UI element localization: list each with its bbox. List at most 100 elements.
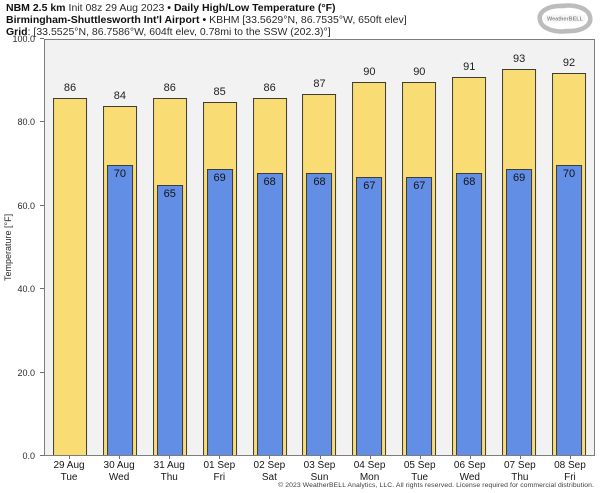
x-axis-date: 02 Sep [253, 460, 286, 471]
x-axis-date: 04 Sep [353, 460, 386, 471]
x-axis-label: 01 Sep Fri [194, 460, 244, 483]
x-tick-mark [419, 456, 421, 459]
weatherbell-logo: WeatherBELL [537, 3, 593, 34]
separator-dot: • [202, 14, 207, 26]
day-slot: 86 [45, 40, 95, 455]
x-axis-weekday: Sun [310, 471, 329, 483]
x-axis-weekday: Tue [411, 471, 429, 483]
high-temp-value: 85 [213, 86, 226, 99]
x-axis-label: 07 Sep Thu [495, 460, 545, 483]
day-slot: 86 68 [245, 40, 295, 455]
high-temp-value: 90 [413, 65, 426, 78]
day-slot: 90 67 [394, 40, 444, 455]
x-axis-weekday: Wed [108, 471, 130, 483]
x-axis-date: 06 Sep [453, 460, 486, 471]
low-temp-value: 65 [163, 188, 176, 201]
x-axis-label: 06 Sep Wed [445, 460, 495, 483]
x-axis-label: 30 Aug Wed [94, 460, 144, 483]
low-temp-value: 67 [363, 179, 376, 192]
grid-details: : [33.5525°N, 86.7586°W, 604ft elev, 0.7… [27, 26, 331, 38]
low-temp-bar: 67 [406, 176, 433, 455]
x-axis-weekday: Wed [459, 471, 480, 483]
y-tick-label: 40.0 [17, 284, 35, 295]
y-tick-mark [40, 204, 44, 206]
high-temp-value: 86 [63, 82, 77, 95]
x-axis-date: 01 Sep [203, 460, 236, 471]
y-axis: 0.0 20.0 40.0 60.0 80.0 100.0 [0, 34, 44, 461]
day-slot: 92 70 [544, 40, 594, 455]
high-temp-value: 92 [562, 57, 576, 70]
y-tick-mark [40, 121, 44, 123]
high-temp-value: 86 [263, 82, 276, 95]
station-details: KBHM [33.5629°N, 86.7535°W, 650ft elev] [209, 14, 407, 26]
y-tick-label: 100.0 [12, 34, 35, 44]
low-temp-value: 70 [562, 167, 576, 180]
low-temp-bar: 70 [106, 164, 133, 455]
y-tick-mark [40, 455, 44, 456]
x-axis-date: 08 Sep [554, 460, 586, 471]
x-axis-label: 02 Sep Sat [244, 460, 294, 483]
x-axis-date: 31 Aug [153, 460, 185, 471]
x-tick-mark [369, 456, 371, 459]
y-tick-label: 20.0 [17, 367, 35, 378]
high-temp-value: 93 [513, 53, 526, 66]
low-temp-value: 68 [463, 175, 476, 188]
low-temp-bar: 68 [306, 172, 333, 455]
y-tick-label: 60.0 [17, 200, 35, 211]
high-temp-value: 91 [463, 61, 476, 74]
x-axis-weekday: Mon [359, 471, 380, 483]
copyright-footer: © 2023 WeatherBELL Analytics, LLC. All r… [278, 482, 594, 489]
low-temp-value: 68 [263, 175, 276, 188]
x-axis-date: 05 Sep [403, 460, 436, 471]
day-slot: 85 69 [195, 40, 245, 455]
x-axis-labels: 29 Aug Tue 30 Aug Wed 31 Aug Thu 01 Sep Fri 02 S… [44, 460, 595, 486]
x-axis-label: 05 Sep Tue [395, 460, 445, 483]
x-axis-weekday: Thu [511, 471, 529, 483]
x-axis-label: 04 Sep Mon [345, 460, 395, 483]
x-axis-date: 30 Aug [103, 460, 135, 471]
x-axis-date: 29 Aug [53, 460, 85, 471]
high-temp-value: 86 [163, 82, 176, 95]
day-slot: 86 65 [145, 40, 195, 455]
x-axis-weekday: Fri [213, 471, 226, 483]
header-line-1: NBM 2.5 km Init 08z 29 Aug 2023 • Daily Hig… [6, 2, 407, 14]
grid-label: Grid [6, 26, 28, 38]
x-tick-mark [219, 456, 221, 459]
low-temp-bar: 69 [506, 168, 533, 455]
x-axis-date: 03 Sep [303, 460, 336, 471]
high-temp-value: 87 [313, 77, 326, 90]
low-temp-bar: 65 [156, 185, 183, 455]
low-temp-value: 67 [413, 179, 426, 192]
x-tick-mark [519, 456, 521, 459]
high-temp-bar [52, 98, 87, 455]
day-slot: 87 68 [295, 40, 345, 455]
x-axis-weekday: Tue [60, 471, 78, 483]
high-temp-value: 84 [113, 90, 126, 103]
y-tick-mark [40, 38, 44, 39]
header-line-2: Birmingham-Shuttlesworth Int'l Airport • K… [6, 14, 407, 26]
low-temp-bar: 69 [206, 168, 233, 455]
model-name: NBM 2.5 km [6, 2, 66, 14]
y-tick-mark [40, 288, 44, 290]
y-tick-mark [40, 371, 44, 373]
x-tick-mark [119, 456, 121, 459]
x-axis-ticks [44, 456, 595, 460]
init-info: Init 08z 29 Aug 2023 [68, 2, 165, 14]
logo-text-pill [544, 14, 586, 23]
low-temp-value: 69 [513, 171, 526, 184]
x-axis-date: 07 Sep [504, 460, 536, 471]
low-temp-value: 70 [113, 167, 126, 180]
day-slot: 90 67 [344, 40, 394, 455]
low-temp-value: 69 [213, 171, 226, 184]
low-temp-bar: 70 [556, 164, 582, 455]
x-axis-weekday: Fri [564, 471, 576, 483]
separator-dot: • [167, 2, 171, 14]
x-tick-mark [569, 456, 571, 459]
x-tick-mark [319, 456, 321, 459]
x-axis-weekday: Sat [261, 471, 277, 483]
x-axis-weekday: Thu [160, 471, 178, 483]
low-temp-bar: 68 [256, 172, 283, 455]
low-temp-bar: 68 [456, 172, 483, 455]
low-temp-value: 68 [313, 175, 326, 188]
